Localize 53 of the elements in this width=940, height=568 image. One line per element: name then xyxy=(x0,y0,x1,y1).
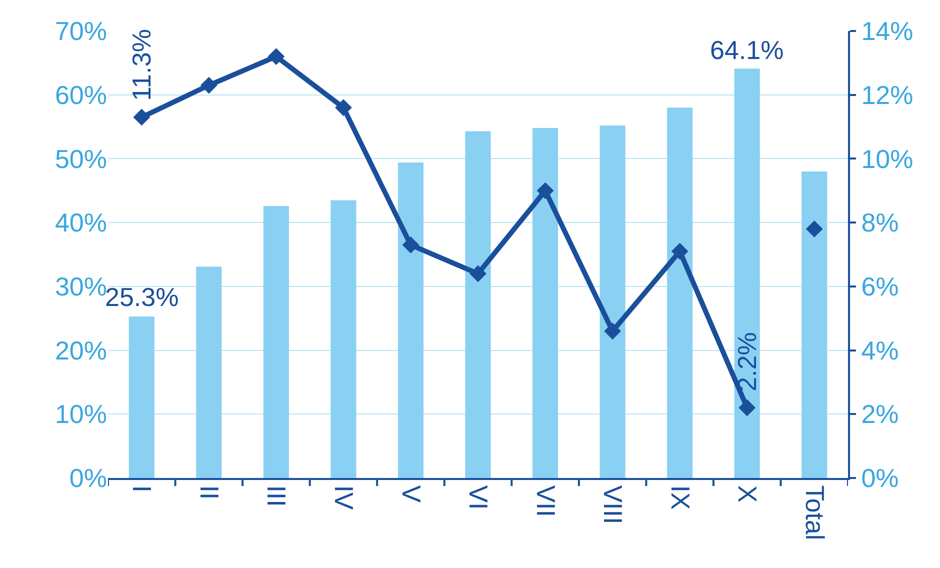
y-tick-label: 50% xyxy=(54,144,107,174)
data-label: 64.1% xyxy=(710,35,784,65)
bar xyxy=(667,108,693,478)
bar xyxy=(532,128,558,478)
y2-tick-label: 12% xyxy=(861,80,914,110)
x-tick-label: Total xyxy=(800,485,830,540)
x-tick-label: V xyxy=(396,485,426,504)
y2-tick-label: 6% xyxy=(861,272,899,302)
data-label: 11.3% xyxy=(126,29,156,101)
point xyxy=(536,182,554,200)
y-tick-label: 0% xyxy=(69,463,107,494)
y-tick-label: 60% xyxy=(54,80,107,110)
point xyxy=(671,242,688,260)
bar xyxy=(330,200,356,478)
point xyxy=(604,322,621,340)
data-label: 2.2% xyxy=(732,332,762,392)
point xyxy=(402,236,420,254)
bar xyxy=(263,206,289,478)
data-label: 25.3% xyxy=(105,282,179,312)
point xyxy=(806,220,823,238)
x-tick-label: I xyxy=(127,485,158,492)
bar xyxy=(196,266,222,478)
y2-tick-label: 0% xyxy=(861,463,899,494)
bar xyxy=(802,171,828,478)
bar xyxy=(128,316,154,478)
x-tick-label: IV xyxy=(329,485,359,510)
y-tick-label: 30% xyxy=(54,272,107,302)
point xyxy=(335,99,352,116)
x-tick-label: VI xyxy=(464,485,494,510)
y-tick-label: 10% xyxy=(54,399,107,430)
x-tick-label: VII xyxy=(530,485,561,517)
x-tick-label: VIII xyxy=(598,485,628,524)
x-tick-label: IX xyxy=(665,485,696,510)
bar xyxy=(398,162,424,478)
point xyxy=(133,108,150,126)
x-tick-label: X xyxy=(732,485,763,503)
y-tick-label: 20% xyxy=(54,335,107,366)
y2-tick-label: 2% xyxy=(861,399,899,430)
bar xyxy=(734,68,760,478)
y2-tick-label: 10% xyxy=(861,144,914,174)
point xyxy=(200,76,218,94)
bar xyxy=(600,126,626,478)
x-tick-label: II xyxy=(194,485,224,500)
y2-tick-label: 8% xyxy=(861,208,899,238)
point xyxy=(738,399,756,416)
y-tick-label: 40% xyxy=(54,208,107,238)
y2-tick-label: 14% xyxy=(861,16,914,46)
bar xyxy=(465,131,491,478)
y-tick-label: 70% xyxy=(54,16,107,46)
point xyxy=(268,48,285,65)
x-tick-label: III xyxy=(262,485,292,507)
y2-tick-label: 4% xyxy=(861,335,899,366)
point xyxy=(470,265,486,282)
